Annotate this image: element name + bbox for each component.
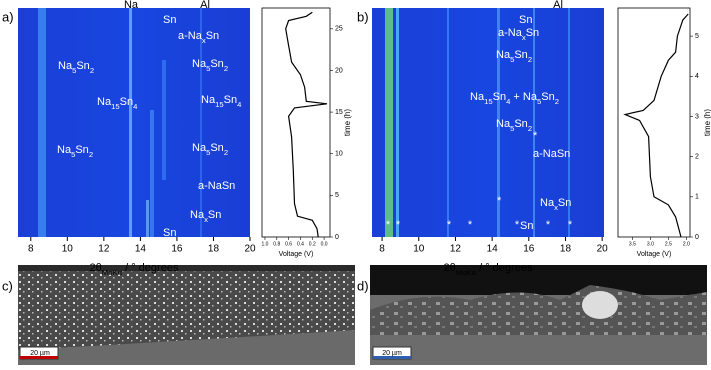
phase-annotation: * <box>468 219 473 231</box>
phase-annotation: * <box>386 219 391 231</box>
y-tick-label: 0 <box>695 234 699 241</box>
x-tick-label: 16 <box>523 244 535 255</box>
sem-particle-d <box>582 291 618 319</box>
panel-label: d) <box>357 278 369 293</box>
scale-bar-d <box>373 356 411 359</box>
phase-annotation: NaxSn <box>540 197 571 212</box>
phase-annotation: * <box>568 219 573 231</box>
phase-annotation: Na5Sn2 <box>192 58 228 73</box>
x-tick-label: 0.0 <box>321 241 328 247</box>
x-tick-label: 10 <box>62 244 74 255</box>
phase-annotation: a-NaxSn <box>498 27 539 42</box>
x-tick-label: 2.0 <box>683 241 690 247</box>
phase-annotation: Na5Sn2 <box>192 142 228 157</box>
phase-annotation: Na15Sn4 + Na5Sn2 <box>470 91 559 106</box>
heatmap-b <box>372 8 604 237</box>
phase-annotation: * <box>533 130 538 142</box>
y-tick-label: 20 <box>335 67 343 74</box>
stripes-b <box>385 8 570 237</box>
phase-annotation: NaxSn <box>190 209 221 224</box>
voltage-curve <box>623 13 689 238</box>
scale-bar-label: 20 µm <box>30 350 50 357</box>
x-tick-label: 20 <box>244 244 256 255</box>
x-tick-label: 1.0 <box>261 241 268 247</box>
phase-annotation: * <box>447 219 452 231</box>
heatmap-a <box>18 8 250 237</box>
phase-annotation: Sn <box>163 14 176 26</box>
phase-annotation: a-NaxSn <box>178 30 219 45</box>
voltage-curve <box>285 11 328 238</box>
x-tick-label: 14 <box>487 244 499 255</box>
y-axis-label: time (h) <box>343 109 352 136</box>
sem-electrode-d <box>370 285 707 335</box>
scale-bar-c <box>20 356 58 359</box>
y-tick-label: 0 <box>335 234 339 241</box>
x-tick-label: 8 <box>379 244 385 255</box>
voltage-frame-a <box>261 7 331 238</box>
phase-annotation: * <box>546 219 551 231</box>
y-tick-label: 25 <box>335 26 343 33</box>
x-tick-label: 20 <box>597 244 609 255</box>
top-label: Al <box>200 0 210 11</box>
y-tick-label: 4 <box>695 73 699 80</box>
top-label: Al <box>553 0 563 11</box>
sem-top-d <box>370 265 707 295</box>
x-tick-label: 3.5 <box>629 241 636 247</box>
y-tick-label: 5 <box>335 192 339 199</box>
phase-annotation: Na5Sn2 <box>496 49 532 64</box>
x-tick-label: 0.4 <box>297 241 304 247</box>
phase-annotation: a-NaSn <box>533 148 570 160</box>
y-tick-label: 10 <box>335 151 343 158</box>
x-tick-label: 8 <box>28 244 34 255</box>
sem-electrode-c <box>18 270 355 350</box>
phase-annotation: Sn <box>519 14 532 26</box>
phase-annotation: Sn <box>520 220 533 232</box>
x-tick-label: 12 <box>450 244 462 255</box>
phase-annotation: Na5Sn2 <box>58 60 94 75</box>
phase-annotation: Na15Sn4 <box>201 94 242 109</box>
x-tick-label: 0.2 <box>309 241 316 247</box>
x-tick-label: 18 <box>560 244 572 255</box>
x-tick-label: 2.5 <box>665 241 672 247</box>
x-tick-label: 12 <box>98 244 110 255</box>
x-tick-label: 0.8 <box>273 241 280 247</box>
x-tick-label: 14 <box>135 244 147 255</box>
x-tick-label: 3.0 <box>647 241 654 247</box>
x-tick-label: 18 <box>208 244 220 255</box>
panel-label: a) <box>2 9 14 24</box>
phase-annotation: * <box>515 219 520 231</box>
top-label: Na <box>124 0 139 11</box>
x-tick-label: 10 <box>413 244 425 255</box>
stripes-a <box>38 8 202 237</box>
y-tick-label: 3 <box>695 113 699 120</box>
phase-annotation: Sn <box>163 227 176 239</box>
phase-annotation: Na15Sn4 <box>97 96 138 111</box>
y-tick-label: 5 <box>695 33 699 40</box>
x-tick-label: 0.6 <box>285 241 292 247</box>
y-tick-label: 1 <box>695 194 699 201</box>
phase-annotation: Na5Sn2 <box>57 144 93 159</box>
y-tick-label: 2 <box>695 153 699 160</box>
scale-bar-label: 20 µm <box>382 350 402 357</box>
phase-annotation: a-NaSn <box>198 180 235 192</box>
phase-annotation: Na5Sn2 <box>496 118 532 133</box>
y-tick-label: 15 <box>335 109 343 116</box>
voltage-frame-b <box>617 7 691 238</box>
panel-label: b) <box>357 9 369 24</box>
panel-label: c) <box>2 278 13 293</box>
y-axis-label: time (h) <box>703 109 711 136</box>
x-axis-label: Voltage (V) <box>279 251 314 258</box>
sem-top-c <box>18 265 355 271</box>
x-axis-label: Voltage (V) <box>637 251 672 258</box>
phase-annotation: * <box>497 195 502 207</box>
x-tick-label: 16 <box>171 244 183 255</box>
phase-annotation: * <box>396 219 401 231</box>
